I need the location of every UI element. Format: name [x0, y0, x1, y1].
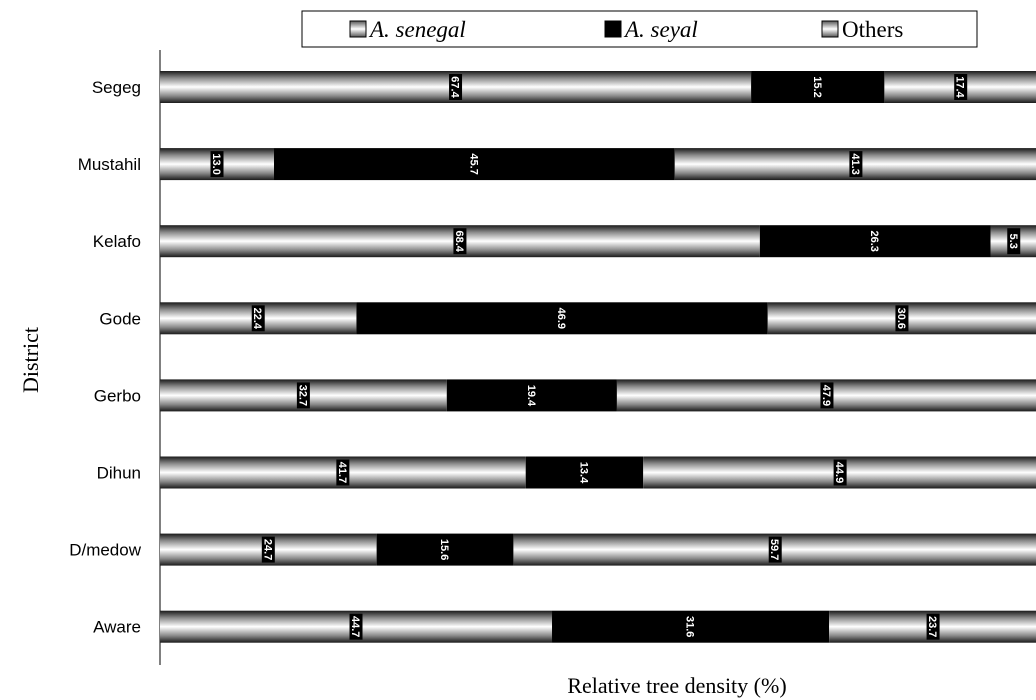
svg-text:17.4: 17.4	[954, 76, 966, 98]
legend: A. senegal A. seyal Others	[301, 10, 978, 48]
category-label-aware: Aware	[93, 618, 141, 637]
value-label-kelafo-a-seyal: 26.3	[868, 228, 882, 255]
category-label-mustahil: Mustahil	[78, 155, 141, 174]
svg-text:44.7: 44.7	[349, 616, 361, 637]
value-label-aware-a-seyal: 31.6	[684, 613, 698, 640]
value-label-kelafo-others: 5.3	[1007, 228, 1021, 255]
legend-frame	[301, 10, 978, 48]
value-label-segeg-others: 17.4	[954, 74, 968, 100]
svg-text:59.7: 59.7	[768, 539, 780, 560]
svg-text:15.6: 15.6	[438, 539, 450, 560]
value-label-mustahil-a-senegal: 13.0	[210, 151, 224, 178]
value-label-segeg-a-senegal: 67.4	[449, 74, 463, 100]
legend-item-a-seyal: A. seyal	[604, 17, 698, 42]
svg-text:30.6: 30.6	[895, 308, 907, 329]
legend-label-a-senegal: A. senegal	[368, 17, 466, 42]
value-label-dihun-a-seyal: 13.4	[577, 459, 591, 486]
svg-text:15.2: 15.2	[811, 76, 823, 97]
legend-swatch-a-seyal	[604, 20, 622, 38]
category-label-kelafo: Kelafo	[93, 232, 141, 251]
svg-text:13.4: 13.4	[577, 462, 589, 484]
category-label-gerbo: Gerbo	[94, 386, 141, 405]
svg-text:19.4: 19.4	[525, 385, 537, 407]
svg-text:68.4: 68.4	[453, 230, 465, 252]
value-label-gerbo-a-seyal: 19.4	[525, 382, 539, 409]
value-label-d-medow-a-seyal: 15.6	[438, 536, 452, 563]
legend-label-a-seyal: A. seyal	[623, 17, 698, 42]
legend-swatch-others	[821, 20, 839, 38]
svg-text:45.7: 45.7	[467, 153, 479, 174]
value-label-dihun-others: 44.9	[833, 459, 847, 486]
svg-text:41.3: 41.3	[849, 153, 861, 174]
svg-text:13.0: 13.0	[210, 153, 222, 174]
value-label-segeg-a-seyal: 15.2	[811, 74, 825, 100]
value-label-gerbo-others: 47.9	[820, 382, 834, 409]
value-label-mustahil-a-seyal: 45.7	[467, 151, 481, 178]
value-label-d-medow-a-senegal: 24.7	[261, 536, 275, 563]
value-label-aware-others: 23.7	[926, 613, 940, 640]
svg-text:47.9: 47.9	[820, 385, 832, 406]
value-label-gerbo-a-senegal: 32.7	[296, 382, 310, 409]
value-label-gode-others: 30.6	[895, 305, 909, 332]
svg-text:5.3: 5.3	[1007, 234, 1019, 249]
value-label-kelafo-a-senegal: 68.4	[453, 228, 467, 255]
value-label-gode-a-senegal: 22.4	[251, 305, 265, 332]
svg-text:44.9: 44.9	[833, 462, 845, 483]
svg-text:46.9: 46.9	[555, 308, 567, 329]
legend-item-a-senegal: A. senegal	[349, 17, 466, 42]
legend-item-others: Others	[821, 17, 903, 42]
svg-text:41.7: 41.7	[336, 462, 348, 483]
category-label-segeg: Segeg	[92, 78, 141, 97]
svg-text:22.4: 22.4	[251, 308, 263, 330]
category-label-gode: Gode	[99, 309, 141, 328]
svg-text:32.7: 32.7	[296, 385, 308, 406]
svg-text:31.6: 31.6	[684, 616, 696, 637]
svg-text:26.3: 26.3	[868, 230, 880, 251]
legend-label-others: Others	[842, 17, 903, 42]
svg-text:24.7: 24.7	[261, 539, 273, 560]
value-label-gode-a-seyal: 46.9	[555, 305, 569, 332]
legend-swatch-a-senegal	[349, 20, 367, 38]
value-label-dihun-a-senegal: 41.7	[336, 459, 350, 486]
x-axis-title: Relative tree density (%)	[567, 673, 786, 698]
svg-text:67.4: 67.4	[449, 76, 461, 98]
svg-text:23.7: 23.7	[926, 616, 938, 637]
category-label-d-medow: D/medow	[69, 541, 142, 560]
value-label-d-medow-others: 59.7	[768, 536, 782, 563]
y-axis-title: District	[18, 327, 43, 393]
value-label-mustahil-others: 41.3	[849, 151, 863, 178]
value-label-aware-a-senegal: 44.7	[349, 613, 363, 640]
category-label-dihun: Dihun	[97, 464, 141, 483]
